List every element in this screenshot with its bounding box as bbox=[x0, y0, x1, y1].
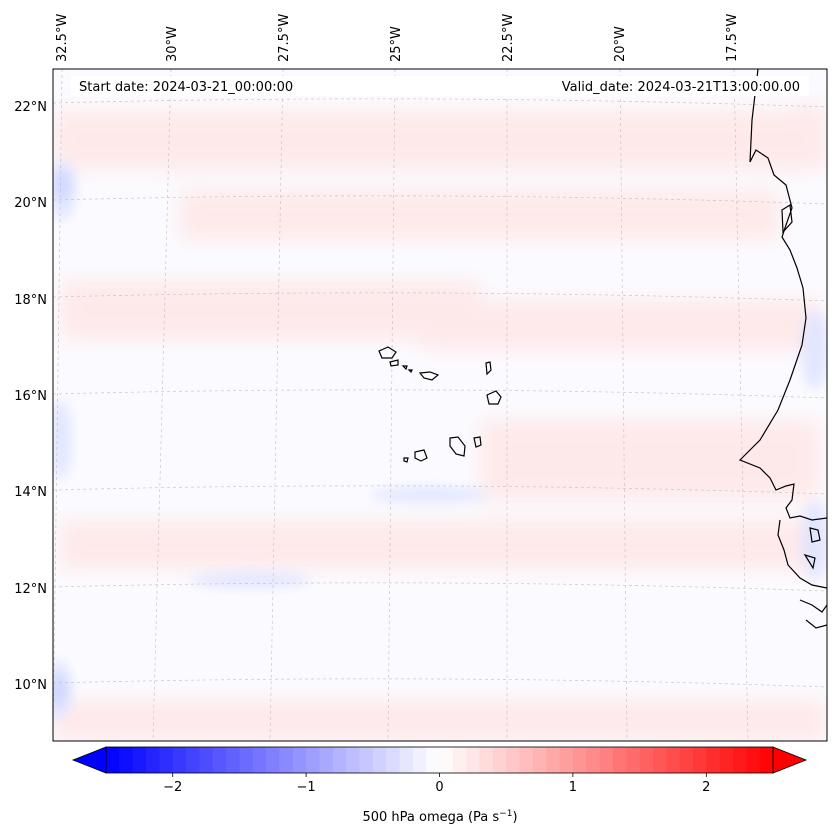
map-panel: Start date: 2024-03-21_00:00:00 Valid_da… bbox=[14, 14, 828, 742]
colorbar-cell bbox=[452, 747, 467, 773]
colorbar-ticks: −2 −1 0 1 2 bbox=[163, 773, 710, 795]
colorbar-cell bbox=[746, 747, 761, 773]
colorbar-cell bbox=[706, 747, 721, 773]
colorbar-cell bbox=[292, 747, 307, 773]
colorbar: −2 −1 0 1 2 500 hPa omega (Pa s−1) bbox=[71, 746, 808, 825]
lon-label: 32.5°W bbox=[55, 14, 70, 62]
lat-label: 10°N bbox=[14, 678, 47, 693]
longitude-labels: 32.5°W 30°W 27.5°W 25°W 22.5°W 20°W 17.5… bbox=[55, 14, 740, 62]
colorbar-extend-min bbox=[71, 746, 107, 774]
colorbar-cell bbox=[732, 747, 747, 773]
colorbar-cell bbox=[572, 747, 587, 773]
colorbar-tick-label: −2 bbox=[163, 780, 182, 795]
colorbar-cell bbox=[199, 747, 214, 773]
colorbar-cell bbox=[239, 747, 254, 773]
colorbar-tick-label: −1 bbox=[297, 780, 316, 795]
colorbar-cell bbox=[266, 747, 281, 773]
colorbar-cell bbox=[439, 747, 454, 773]
colorbar-cell bbox=[252, 747, 267, 773]
west-africa-coastline bbox=[738, 69, 827, 521]
colorbar-cell bbox=[319, 747, 334, 773]
colorbar-cell bbox=[386, 747, 401, 773]
colorbar-cells bbox=[106, 747, 774, 773]
colorbar-cell bbox=[279, 747, 294, 773]
colorbar-cell bbox=[306, 747, 321, 773]
lon-label: 30°W bbox=[165, 26, 180, 62]
start-date-label: Start date: 2024-03-21_00:00:00 bbox=[79, 80, 293, 95]
colorbar-cell bbox=[546, 747, 561, 773]
colorbar-cell bbox=[679, 747, 694, 773]
coastlines bbox=[738, 69, 827, 629]
colorbar-tick-label: 1 bbox=[569, 780, 577, 795]
colorbar-cell bbox=[652, 747, 667, 773]
colorbar-cell bbox=[479, 747, 494, 773]
colorbar-cell bbox=[372, 747, 387, 773]
colorbar-cell bbox=[639, 747, 654, 773]
colorbar-cell bbox=[626, 747, 641, 773]
colorbar-cell bbox=[426, 747, 441, 773]
colorbar-cell bbox=[519, 747, 534, 773]
colorbar-cell bbox=[172, 747, 187, 773]
lon-label: 25°W bbox=[389, 26, 404, 62]
lon-label: 17.5°W bbox=[725, 14, 740, 62]
colorbar-cell bbox=[612, 747, 627, 773]
colorbar-cell bbox=[226, 747, 240, 773]
map-background bbox=[53, 69, 827, 741]
colorbar-extend-max bbox=[772, 746, 808, 774]
colorbar-cell bbox=[506, 747, 521, 773]
colorbar-cell bbox=[412, 747, 427, 773]
colorbar-cell bbox=[466, 747, 481, 773]
lon-label: 20°W bbox=[613, 26, 628, 62]
colorbar-cell bbox=[666, 747, 681, 773]
colorbar-tick-label: 0 bbox=[435, 780, 443, 795]
colorbar-cell bbox=[132, 747, 147, 773]
lat-label: 16°N bbox=[14, 389, 47, 404]
lon-label: 27.5°W bbox=[277, 14, 292, 62]
map-frame bbox=[52, 68, 828, 742]
lat-label: 18°N bbox=[14, 293, 47, 308]
colorbar-cell bbox=[146, 747, 160, 773]
latitude-labels: 22°N 20°N 18°N 16°N 14°N 12°N 10°N bbox=[14, 100, 47, 693]
lat-label: 22°N bbox=[14, 100, 47, 115]
colorbar-cell bbox=[692, 747, 707, 773]
colorbar-cell bbox=[119, 747, 134, 773]
colorbar-cell bbox=[532, 747, 547, 773]
valid-date-label: Valid_date: 2024-03-21T13:00:00.00 bbox=[562, 80, 800, 95]
date-banner-background bbox=[71, 76, 809, 96]
colorbar-cell bbox=[599, 747, 614, 773]
colorbar-cell bbox=[759, 747, 774, 773]
colorbar-cell bbox=[332, 747, 347, 773]
colorbar-cell bbox=[212, 747, 227, 773]
colorbar-cell bbox=[359, 747, 374, 773]
colorbar-cell bbox=[106, 747, 120, 773]
omega-field bbox=[53, 100, 827, 741]
lat-label: 12°N bbox=[14, 582, 47, 597]
lon-label: 22.5°W bbox=[501, 14, 516, 62]
colorbar-cell bbox=[186, 747, 200, 773]
lat-label: 14°N bbox=[14, 485, 47, 500]
colorbar-cell bbox=[559, 747, 574, 773]
colorbar-cell bbox=[346, 747, 361, 773]
colorbar-cell bbox=[399, 747, 414, 773]
colorbar-label-exponent: −1 bbox=[499, 809, 512, 819]
colorbar-cell bbox=[586, 747, 601, 773]
colorbar-label: 500 hPa omega (Pa s−1) bbox=[362, 809, 517, 825]
cape-verde-islands bbox=[378, 346, 502, 463]
colorbar-cell bbox=[159, 747, 174, 773]
lat-label: 20°N bbox=[14, 196, 47, 211]
colorbar-tick-label: 2 bbox=[702, 780, 710, 795]
gridlines bbox=[53, 69, 827, 741]
colorbar-cell bbox=[719, 747, 734, 773]
colorbar-cell bbox=[492, 747, 507, 773]
